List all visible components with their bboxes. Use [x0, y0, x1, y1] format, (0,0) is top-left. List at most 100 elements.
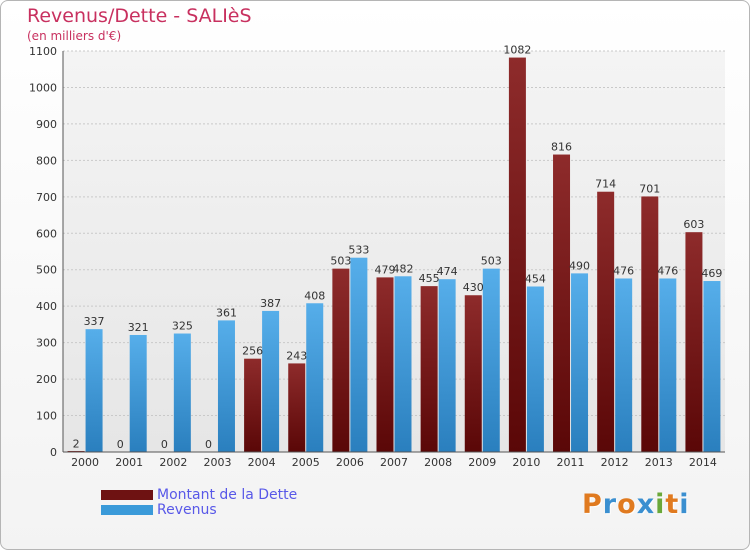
data-label: 454: [525, 272, 546, 285]
bar-debt: [420, 286, 438, 452]
data-label: 476: [613, 264, 634, 277]
data-label: 0: [161, 438, 168, 451]
data-label: 476: [657, 264, 678, 277]
y-tick-label: 200: [36, 373, 57, 386]
x-tick-label: 2005: [292, 456, 320, 469]
data-label: 256: [242, 345, 263, 358]
y-tick-label: 100: [36, 410, 57, 423]
bar-revenus: [217, 320, 235, 452]
data-label: 714: [595, 178, 616, 191]
legend-label-debt: Montant de la Dette: [157, 486, 298, 503]
x-tick-label: 2010: [512, 456, 540, 469]
x-tick-label: 2009: [468, 456, 496, 469]
bar-revenus: [306, 303, 324, 452]
logo-letter: i: [655, 489, 666, 520]
bar-revenus: [173, 333, 191, 452]
legend: Montant de la Dette Revenus: [101, 486, 298, 518]
y-tick-label: 0: [50, 446, 57, 459]
x-tick-label: 2013: [645, 456, 673, 469]
x-tick-label: 2002: [159, 456, 187, 469]
y-tick-label: 1000: [29, 81, 57, 94]
bar-revenus: [438, 279, 456, 452]
data-label: 408: [304, 289, 325, 302]
plot-background: [63, 51, 725, 452]
logo-letter: r: [602, 489, 618, 520]
bar-revenus: [262, 310, 280, 452]
data-label: 533: [348, 244, 369, 257]
data-label: 503: [481, 255, 502, 268]
logo-letter: P: [582, 489, 603, 520]
bar-revenus: [350, 257, 368, 452]
legend-swatch-debt: [101, 489, 153, 500]
data-label: 1082: [503, 44, 531, 57]
data-label: 482: [393, 262, 414, 275]
logo-letter: x: [636, 489, 656, 520]
data-label: 325: [172, 320, 193, 333]
bar-debt: [376, 277, 394, 452]
data-label: 361: [216, 306, 237, 319]
data-label: 243: [286, 349, 307, 362]
bar-revenus: [571, 273, 589, 452]
bar-debt: [288, 363, 306, 452]
x-tick-label: 2004: [248, 456, 276, 469]
data-label: 430: [463, 281, 484, 294]
bar-revenus: [659, 278, 677, 452]
data-label: 816: [551, 141, 572, 154]
bar-revenus: [615, 278, 633, 452]
data-label: 0: [117, 438, 124, 451]
x-tick-label: 2003: [203, 456, 231, 469]
chart-title: Revenus/Dette - SALIèS: [27, 5, 252, 27]
logo-letter: o: [617, 489, 637, 520]
data-label: 474: [437, 265, 458, 278]
legend-item-debt: Montant de la Dette: [101, 486, 298, 503]
y-tick-label: 300: [36, 337, 57, 350]
chart-subtitle: (en milliers d'€): [27, 29, 122, 43]
bar-debt: [244, 358, 262, 452]
legend-swatch-revenus: [101, 504, 153, 515]
x-tick-label: 2008: [424, 456, 452, 469]
value-labels: 2 0 0 0 256 243 503 479 455 430 1082 816 714 701 603 33…: [73, 44, 723, 451]
bar-revenus: [85, 329, 103, 452]
logo-letter: t: [665, 489, 680, 520]
grid: [63, 50, 725, 453]
x-tick-label: 2006: [336, 456, 364, 469]
data-label: 490: [569, 259, 590, 272]
x-tick-label: 2012: [601, 456, 629, 469]
bar-debt: [597, 191, 615, 452]
bar-debt: [553, 154, 571, 452]
y-tick-label: 900: [36, 118, 57, 131]
y-tick-label: 800: [36, 154, 57, 167]
bar-debt: [641, 196, 659, 452]
data-label: 469: [701, 267, 722, 280]
data-label: 479: [375, 263, 396, 276]
bar-debt: [508, 57, 526, 452]
y-tick-label: 700: [36, 191, 57, 204]
bar-debt: [464, 295, 482, 452]
y-tick-label: 1100: [29, 45, 57, 58]
data-label: 701: [639, 182, 660, 195]
bar-revenus: [129, 334, 147, 452]
data-label: 337: [84, 315, 105, 328]
data-label: 455: [419, 272, 440, 285]
x-tick-label: 2014: [689, 456, 717, 469]
x-tick-label: 2001: [115, 456, 143, 469]
bar-revenus: [703, 281, 721, 452]
data-label: 387: [260, 297, 281, 310]
data-label: 2: [73, 437, 80, 450]
proxiti-logo: Proxiti: [582, 489, 690, 520]
axes: 0100200300400500600700800900100011002000…: [29, 45, 725, 469]
legend-item-revenus: Revenus: [101, 501, 297, 518]
y-tick-label: 400: [36, 300, 57, 313]
bar-debt: [332, 268, 350, 452]
bar-revenus: [526, 286, 544, 452]
data-label: 0: [205, 438, 212, 451]
data-label: 503: [330, 255, 351, 268]
bar-revenus: [394, 276, 412, 452]
x-tick-label: 2011: [557, 456, 585, 469]
legend-label-revenus: Revenus: [157, 501, 217, 518]
data-label: 321: [128, 321, 149, 334]
logo-letter: i: [679, 489, 690, 520]
y-tick-label: 500: [36, 264, 57, 277]
